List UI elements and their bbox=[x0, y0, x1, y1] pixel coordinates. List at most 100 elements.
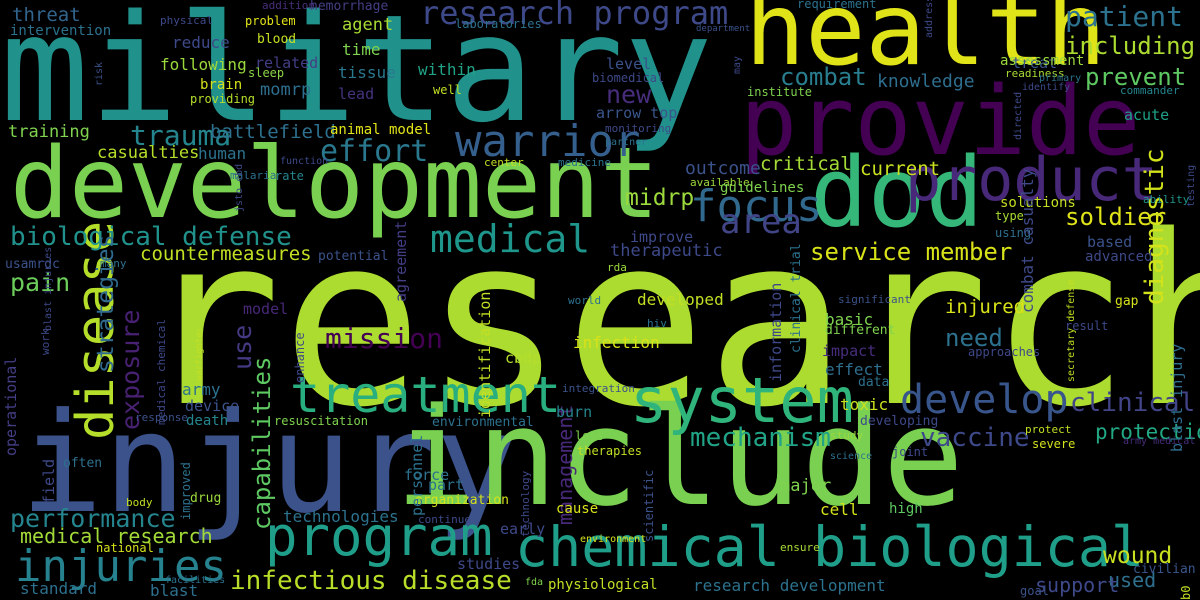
cloud-word: science bbox=[830, 451, 873, 462]
cloud-word: problem bbox=[245, 14, 296, 28]
cloud-word: momrp bbox=[260, 80, 312, 100]
cloud-word: early bbox=[500, 520, 546, 538]
cloud-word: used bbox=[1108, 568, 1157, 592]
cloud-word: many bbox=[100, 257, 127, 270]
cloud-word: within bbox=[418, 60, 476, 79]
cloud-word: system bbox=[630, 364, 854, 437]
cloud-word: hemorrhage bbox=[310, 0, 389, 14]
cloud-word: warfighter bbox=[195, 326, 205, 381]
cloud-word: critical bbox=[760, 153, 852, 175]
cloud-word: usamrdc bbox=[5, 257, 60, 272]
cloud-word: study bbox=[830, 429, 864, 442]
cloud-word: readiness bbox=[1005, 67, 1065, 80]
cloud-word: warrior bbox=[455, 116, 641, 167]
cloud-word: research development bbox=[693, 576, 886, 595]
cloud-word: often bbox=[63, 456, 103, 471]
cloud-word: national bbox=[96, 541, 154, 555]
cloud-word: assessment bbox=[1000, 53, 1085, 69]
cloud-word: identification bbox=[476, 291, 494, 418]
cloud-word: human bbox=[198, 144, 247, 163]
cloud-word: dod bbox=[810, 137, 984, 249]
cloud-word: impact bbox=[822, 342, 877, 360]
cloud-word: risk bbox=[94, 61, 105, 86]
cloud-word: guidelines bbox=[720, 180, 805, 196]
cloud-word: diagnostic bbox=[1140, 148, 1170, 305]
cloud-word: military bbox=[0, 0, 713, 155]
cloud-word: requirement bbox=[797, 0, 877, 11]
cloud-word: agreement bbox=[392, 220, 410, 302]
cloud-word: part bbox=[428, 476, 465, 494]
cloud-word: vaccine bbox=[920, 423, 1030, 453]
cloud-word: b0 bbox=[1179, 585, 1193, 600]
cloud-word: therapeutic bbox=[610, 241, 723, 261]
cloud-word: operational bbox=[2, 356, 20, 456]
cloud-word: force bbox=[404, 466, 450, 484]
cloud-word: death bbox=[186, 413, 229, 429]
cloud-word: brain bbox=[200, 77, 243, 93]
cloud-word: medical research bbox=[20, 524, 213, 548]
cloud-word: blast injuries bbox=[43, 246, 54, 331]
cloud-word: time bbox=[342, 40, 381, 59]
cloud-word: cbdp bbox=[505, 349, 542, 367]
cloud-word: integration bbox=[562, 382, 635, 395]
cloud-word: effect bbox=[825, 360, 883, 379]
cloud-word: cell bbox=[820, 500, 859, 519]
cloud-word: area bbox=[720, 202, 802, 242]
cloud-word: wound bbox=[1103, 543, 1173, 569]
cloud-word: ability bbox=[1143, 193, 1190, 206]
cloud-word: prevent bbox=[1085, 63, 1187, 91]
cloud-word: primary bbox=[1039, 73, 1082, 84]
cloud-word: research program bbox=[420, 0, 729, 32]
cloud-word: therapies bbox=[577, 444, 643, 458]
cloud-word: mission bbox=[325, 322, 444, 355]
cloud-word: health bbox=[745, 0, 1107, 88]
cloud-word: current bbox=[860, 158, 941, 180]
cloud-word: need bbox=[945, 324, 1003, 352]
cloud-word: blast injury bbox=[1168, 343, 1186, 452]
cloud-word: infectious disease bbox=[230, 566, 512, 596]
cloud-word: directed bbox=[1013, 91, 1024, 140]
cloud-word: institute bbox=[747, 85, 813, 99]
cloud-word: medicine bbox=[558, 156, 611, 169]
cloud-word: rda bbox=[607, 261, 627, 274]
cloud-word: basic bbox=[825, 310, 874, 329]
cloud-word: medical chemical bbox=[155, 319, 168, 425]
cloud-word: data bbox=[858, 375, 890, 390]
cloud-word: loss bbox=[575, 429, 604, 443]
cloud-word: standard bbox=[20, 579, 98, 598]
cloud-word: type bbox=[995, 209, 1024, 223]
cloud-word: infection bbox=[573, 333, 660, 352]
cloud-word: burn bbox=[556, 403, 593, 421]
cloud-word: battlefield bbox=[210, 121, 336, 143]
cloud-word: body bbox=[126, 496, 153, 509]
cloud-word: advanced bbox=[1085, 249, 1153, 265]
cloud-word: reduce bbox=[172, 33, 230, 52]
cloud-word: model bbox=[243, 300, 289, 318]
cloud-word: developing bbox=[860, 414, 939, 429]
cloud-word: effort bbox=[320, 134, 429, 169]
cloud-word: agent bbox=[342, 15, 394, 35]
cloud-word: major bbox=[780, 476, 832, 496]
cloud-word: protection bbox=[1095, 420, 1200, 444]
cloud-word: service member bbox=[810, 238, 1013, 266]
cloud-word: toxic bbox=[840, 395, 889, 414]
cloud-word: include bbox=[395, 379, 964, 536]
cloud-word: injuries bbox=[15, 541, 227, 592]
cloud-word: countermeasures bbox=[140, 243, 312, 265]
cloud-word: environment bbox=[580, 534, 647, 545]
cloud-word: following bbox=[160, 55, 247, 74]
cloud-word: function bbox=[280, 156, 329, 167]
cloud-word: protect bbox=[1025, 423, 1072, 436]
cloud-word: tissue bbox=[338, 63, 396, 82]
cloud-word: commander bbox=[1120, 84, 1180, 97]
cloud-word: chemical biological bbox=[515, 515, 1145, 579]
cloud-word: gap bbox=[1115, 294, 1139, 309]
cloud-word: studies bbox=[457, 555, 521, 573]
cloud-word: outcome bbox=[685, 158, 761, 179]
cloud-word: address bbox=[924, 0, 935, 38]
cloud-word: enhance bbox=[293, 332, 307, 383]
cloud-word: technologies bbox=[283, 507, 399, 526]
cloud-word: biological defense bbox=[10, 222, 292, 252]
cloud-word: combat bbox=[780, 63, 867, 91]
